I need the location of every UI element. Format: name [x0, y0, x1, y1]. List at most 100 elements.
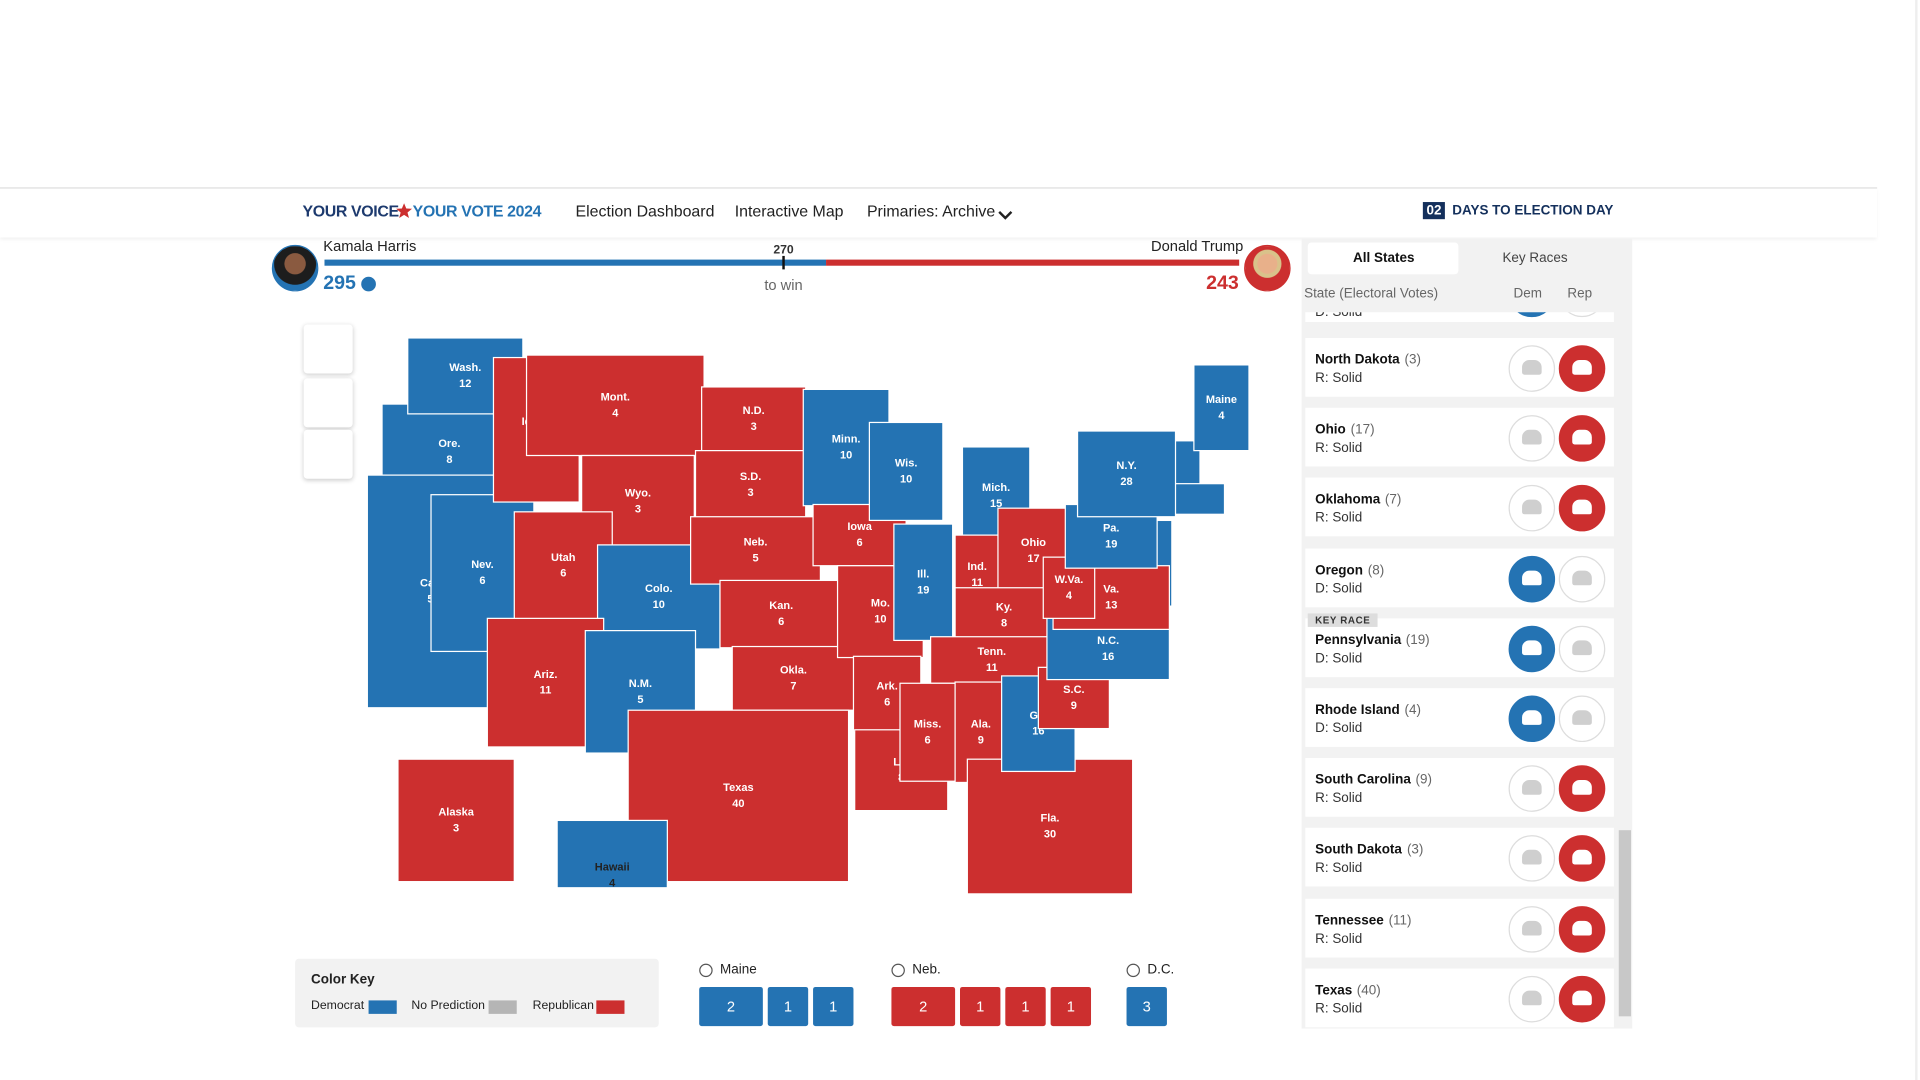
row-state: Rhode Island: [1315, 702, 1400, 718]
pick-icon: [1572, 920, 1592, 936]
pick-button[interactable]: [1558, 625, 1606, 672]
row-votes: (3): [1406, 842, 1424, 858]
row-status: R: Solid: [1315, 931, 1363, 947]
dem-avatar: [271, 244, 319, 292]
state-row[interactable]: KEY RACE Pennsylvania (19) D: Solid: [1305, 613, 1614, 677]
pick-icon: [1522, 500, 1542, 515]
pick-button-selected[interactable]: [1558, 835, 1606, 883]
pick-button[interactable]: [1508, 975, 1556, 1023]
row-state: Oregon: [1315, 562, 1364, 578]
row-state: Texas: [1315, 983, 1353, 998]
state-votes: 8: [1001, 617, 1007, 629]
state-row[interactable]: Rhode Island (4) D: Solid: [1305, 688, 1614, 747]
pick-button[interactable]: [1508, 485, 1556, 532]
nav-item[interactable]: Primaries: Archive: [866, 202, 996, 221]
threshold-marker: [782, 255, 785, 270]
state-label: Ariz.: [534, 669, 558, 681]
column-header: Rep: [1567, 286, 1593, 302]
split-box[interactable]: 1: [1005, 986, 1046, 1027]
pick-icon: [1572, 710, 1592, 725]
state-row[interactable]: South Carolina (9) R: Solid: [1305, 758, 1614, 817]
state: [701, 386, 807, 452]
split-box[interactable]: 1: [813, 986, 854, 1027]
pick-button-selected[interactable]: [1558, 415, 1606, 462]
pick-button-selected[interactable]: [1558, 345, 1606, 392]
row-state: North Dakota: [1315, 352, 1400, 368]
state-row[interactable]: South Dakota (3) R: Solid: [1305, 828, 1614, 888]
state: [719, 579, 844, 649]
state: [731, 645, 856, 711]
pick-button-selected[interactable]: [1558, 905, 1606, 953]
split-box[interactable]: 1: [960, 986, 1001, 1027]
tab-label[interactable]: All States: [1353, 251, 1415, 266]
state-votes: 15: [990, 498, 1002, 510]
row-votes: (19): [1405, 632, 1430, 648]
state-votes: 9: [1071, 700, 1077, 712]
state-votes: 5: [637, 694, 643, 706]
pick-button-selected[interactable]: [1558, 485, 1606, 532]
state-votes: 19: [917, 584, 929, 596]
split-box[interactable]: 3: [1126, 986, 1167, 1027]
state-label: Va.: [1103, 584, 1119, 596]
pick-button[interactable]: [1558, 695, 1606, 743]
map-tool[interactable]: [303, 378, 353, 428]
map-tool[interactable]: [303, 324, 353, 374]
state-votes: 40: [732, 798, 744, 810]
split-box[interactable]: 2: [891, 986, 956, 1027]
threshold-label: 270: [773, 242, 794, 256]
state-row[interactable]: Oklahoma (7) R: Solid: [1305, 478, 1614, 537]
state-votes: 3: [748, 487, 754, 499]
pick-icon: [1572, 780, 1592, 795]
row-votes: (3): [1404, 352, 1421, 368]
map-tool[interactable]: [303, 429, 353, 479]
state-votes: 11: [986, 662, 998, 674]
pick-button-selected[interactable]: [1508, 695, 1556, 743]
state: [486, 617, 605, 748]
state-label: N.C.: [1097, 635, 1119, 647]
dem-bar: [324, 259, 827, 266]
countdown-number: 02: [1422, 202, 1446, 220]
state-label: Fla.: [1041, 813, 1060, 825]
state-label: W.Va.: [1055, 574, 1084, 586]
rep-bar: [826, 259, 1240, 266]
state: [694, 450, 807, 520]
state-label: Ill.: [917, 568, 929, 580]
color-key-title: Color Key: [311, 972, 375, 987]
brand-star: [396, 202, 413, 225]
nav-item[interactable]: Election Dashboard: [575, 202, 715, 221]
state-label: Ala.: [971, 718, 991, 730]
state-row[interactable]: Texas (40) R: Solid: [1305, 968, 1614, 1028]
state-row[interactable]: Tennessee (11) R: Solid: [1305, 898, 1614, 958]
pick-button[interactable]: [1508, 835, 1556, 883]
pick-button[interactable]: [1508, 905, 1556, 953]
pick-button[interactable]: [1558, 312, 1606, 318]
pick-button[interactable]: [1558, 555, 1606, 602]
pick-button[interactable]: [1508, 345, 1556, 392]
pick-button[interactable]: [1508, 765, 1556, 813]
row-status: R: Solid: [1315, 861, 1363, 876]
state-label: Tenn.: [978, 646, 1007, 658]
nav-item[interactable]: Interactive Map: [734, 202, 844, 221]
tab-label[interactable]: Key Races: [1502, 251, 1568, 266]
state-row[interactable]: Ohio (17) R: Solid: [1305, 407, 1614, 467]
pick-button-selected[interactable]: [1508, 312, 1556, 318]
split-box[interactable]: 2: [699, 986, 763, 1027]
state: [525, 354, 705, 457]
state-label: Texas: [723, 782, 753, 794]
split-box[interactable]: 1: [1050, 986, 1092, 1027]
state-row[interactable]: North Dakota (3) R: Solid: [1305, 337, 1614, 397]
tab-active[interactable]: [1307, 242, 1459, 275]
split-box[interactable]: 1: [767, 986, 809, 1027]
pick-button-selected[interactable]: [1508, 555, 1556, 602]
star: [396, 203, 413, 218]
pick-button-selected[interactable]: [1558, 765, 1606, 813]
pick-button[interactable]: [1508, 415, 1556, 462]
rep-votes: 243: [1206, 273, 1239, 294]
row-status: R: Solid: [1315, 511, 1363, 526]
state-row[interactable]: Oregon (8) D: Solid: [1305, 548, 1614, 607]
state-label: N.Y.: [1116, 460, 1136, 472]
pick-button-selected[interactable]: [1558, 975, 1606, 1023]
nav-bar: [0, 187, 1878, 237]
state-votes: 7: [790, 680, 796, 692]
pick-button-selected[interactable]: [1508, 625, 1556, 672]
